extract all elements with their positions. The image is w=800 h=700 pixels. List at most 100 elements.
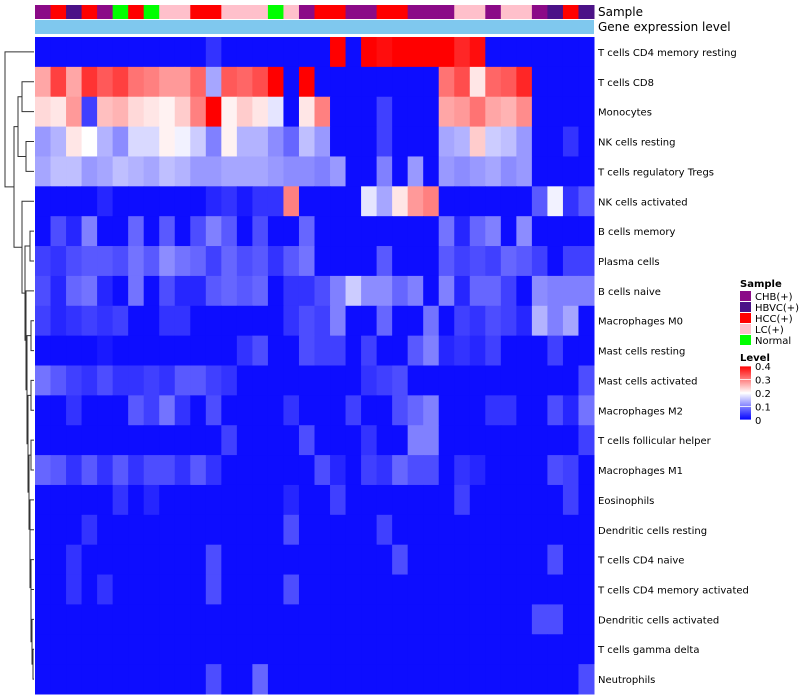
heatmap-cell xyxy=(159,484,176,516)
heatmap-cell xyxy=(190,484,207,516)
heatmap-cell xyxy=(283,96,300,128)
row-label: Monocytes xyxy=(598,108,652,119)
heatmap-cell xyxy=(516,395,533,426)
heatmap-cell xyxy=(190,574,207,605)
heatmap-cell xyxy=(578,574,595,605)
heatmap-cell xyxy=(547,604,564,635)
row-label: T cells CD4 naive xyxy=(597,556,684,567)
heatmap-cell xyxy=(35,156,52,187)
heatmap-cell xyxy=(361,544,378,576)
heatmap-cell xyxy=(81,335,98,366)
heatmap-cell xyxy=(236,246,253,277)
heatmap-cell xyxy=(112,365,129,396)
sample-legend-label: CHB(+) xyxy=(755,292,793,303)
heatmap-cell xyxy=(205,275,222,307)
heatmap-cell xyxy=(205,425,222,456)
heatmap-cell xyxy=(236,395,253,426)
heatmap-cell xyxy=(562,484,579,516)
heatmap-cell xyxy=(283,425,300,456)
heatmap-cell xyxy=(221,275,238,307)
heatmap-cell xyxy=(485,664,502,695)
heatmap-cell xyxy=(190,186,207,217)
heatmap-cell xyxy=(407,37,424,68)
heatmap-cell xyxy=(454,514,471,546)
heatmap-cell xyxy=(267,455,284,486)
heatmap-cell xyxy=(345,335,362,366)
heatmap-cell xyxy=(66,96,83,128)
heatmap-cell xyxy=(221,484,238,516)
heatmap-cell xyxy=(205,66,222,98)
heatmap-cell xyxy=(221,604,238,635)
heatmap-cell xyxy=(392,66,409,98)
heatmap-cell xyxy=(66,186,83,217)
heatmap-cell xyxy=(112,484,129,516)
heatmap-cell xyxy=(454,425,471,456)
heatmap-cell xyxy=(407,156,424,187)
heatmap-cell xyxy=(547,275,564,307)
heatmap-cell xyxy=(376,425,393,456)
heatmap-cell xyxy=(314,335,331,366)
level-tick-label: 0.4 xyxy=(755,362,771,373)
heatmap-cell xyxy=(578,305,595,337)
heatmap-cell xyxy=(81,275,98,307)
heatmap-cell xyxy=(35,335,52,366)
sample-annotation-cell xyxy=(298,5,315,19)
heatmap-cell xyxy=(516,156,533,187)
heatmap-cell xyxy=(438,484,455,516)
heatmap-cell xyxy=(174,275,191,307)
heatmap-cell xyxy=(547,484,564,516)
heatmap-cell xyxy=(298,664,315,695)
heatmap-cell xyxy=(562,335,579,366)
heatmap-cell xyxy=(547,66,564,98)
heatmap-cell xyxy=(485,126,502,157)
heatmap-cell xyxy=(128,425,145,456)
heatmap-cell xyxy=(330,126,347,157)
heatmap-cell xyxy=(469,544,486,576)
heatmap-cell xyxy=(252,455,269,486)
heatmap-cell xyxy=(485,305,502,337)
heatmap-cell xyxy=(531,275,548,307)
heatmap-cell xyxy=(35,246,52,277)
row-label: T cells regulatory Tregs xyxy=(597,167,714,178)
heatmap-cell xyxy=(562,395,579,426)
heatmap-cell xyxy=(469,395,486,426)
heatmap-cell xyxy=(361,275,378,307)
heatmap-cell xyxy=(345,186,362,217)
heatmap-cell xyxy=(252,544,269,576)
heatmap-cell xyxy=(578,216,595,247)
heatmap-cell xyxy=(174,664,191,695)
heatmap-cell xyxy=(50,484,67,516)
heatmap-cell xyxy=(221,126,238,157)
heatmap-cell xyxy=(221,66,238,98)
level-tick-label: 0 xyxy=(755,416,761,427)
heatmap-cell xyxy=(345,275,362,307)
heatmap-cell xyxy=(267,335,284,366)
heatmap-cell xyxy=(97,514,114,546)
row-label: T cells CD8 xyxy=(597,78,654,89)
heatmap-cell xyxy=(267,544,284,576)
heatmap-cell xyxy=(345,66,362,98)
heatmap-cell xyxy=(221,305,238,337)
heatmap-cell xyxy=(454,365,471,396)
heatmap-cell xyxy=(143,66,160,98)
heatmap-cell xyxy=(392,425,409,456)
sample-annotation-cell xyxy=(454,5,471,19)
heatmap-cell xyxy=(562,664,579,695)
heatmap-cell xyxy=(562,186,579,217)
heatmap-cell xyxy=(252,425,269,456)
heatmap-cell xyxy=(578,604,595,635)
heatmap-cell xyxy=(143,37,160,68)
heatmap-cell xyxy=(454,37,471,68)
sample-annotation-cell xyxy=(438,5,455,19)
heatmap-cell xyxy=(438,634,455,665)
heatmap-cell xyxy=(143,604,160,635)
heatmap-cell xyxy=(81,66,98,98)
heatmap-cell xyxy=(485,246,502,277)
heatmap-cell xyxy=(128,544,145,576)
heatmap-cell xyxy=(174,365,191,396)
heatmap-cell xyxy=(97,186,114,217)
heatmap-cell xyxy=(112,455,129,486)
row-label: T cells CD4 memory resting xyxy=(597,48,737,59)
sample-legend-swatch xyxy=(740,324,751,334)
heatmap-cell xyxy=(438,425,455,456)
